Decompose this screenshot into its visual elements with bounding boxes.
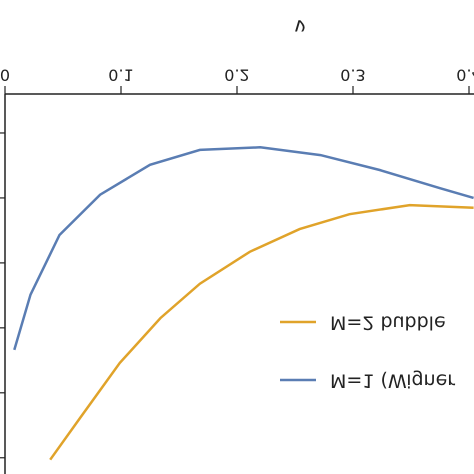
x-tick-label: 0.1	[108, 66, 133, 85]
legend-label: M=2 bubble	[330, 312, 446, 334]
legend-label: M=1 (Wigner	[330, 370, 455, 392]
x-tick-label: 0.2	[224, 66, 249, 85]
line-series	[49, 203, 474, 461]
line-series	[13, 146, 474, 351]
x-tick-label: 0.4	[456, 66, 474, 85]
x-tick-label: 0.3	[340, 66, 365, 85]
x-axis-label: ν	[294, 16, 305, 40]
x-tick-label: 0	[0, 66, 10, 85]
